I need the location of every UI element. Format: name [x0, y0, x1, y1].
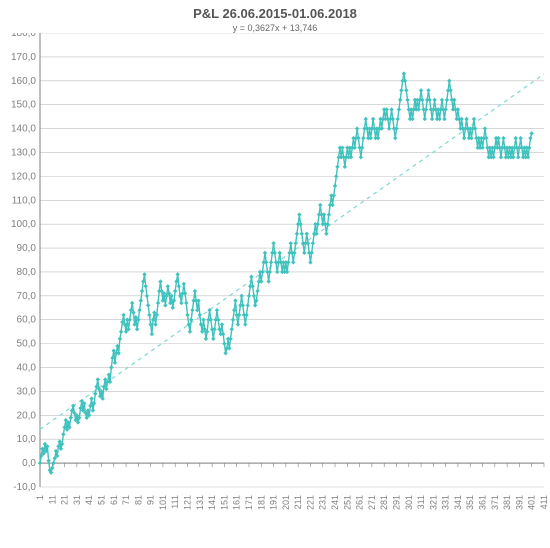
svg-text:191: 191	[269, 495, 279, 510]
svg-text:391: 391	[514, 495, 524, 510]
svg-text:160,0: 160,0	[11, 76, 36, 87]
svg-text:80,0: 80,0	[17, 267, 37, 278]
svg-text:50,0: 50,0	[17, 339, 37, 350]
svg-text:241: 241	[330, 495, 340, 510]
svg-text:221: 221	[305, 495, 315, 510]
svg-text:81: 81	[133, 495, 143, 505]
svg-text:30,0: 30,0	[17, 386, 37, 397]
svg-text:331: 331	[441, 495, 451, 510]
svg-text:371: 371	[490, 495, 500, 510]
svg-text:130,0: 130,0	[11, 147, 36, 158]
svg-text:51: 51	[96, 495, 106, 505]
svg-text:40,0: 40,0	[17, 363, 37, 374]
svg-text:351: 351	[465, 495, 475, 510]
svg-text:151: 151	[219, 495, 229, 510]
svg-text:71: 71	[121, 495, 131, 505]
svg-text:110,0: 110,0	[12, 195, 37, 206]
svg-text:1: 1	[35, 495, 45, 500]
svg-text:171: 171	[244, 495, 254, 510]
svg-text:181: 181	[256, 495, 266, 510]
svg-text:201: 201	[281, 495, 291, 510]
svg-text:60,0: 60,0	[17, 315, 37, 326]
chart-title: P&L 26.06.2015-01.06.2018	[0, 0, 550, 21]
svg-text:301: 301	[404, 495, 414, 510]
svg-text:31: 31	[72, 495, 82, 505]
svg-text:140,0: 140,0	[11, 124, 36, 135]
svg-text:61: 61	[109, 495, 119, 505]
pnl-chart: P&L 26.06.2015-01.06.2018 y = 0,3627x + …	[0, 0, 550, 548]
svg-text:150,0: 150,0	[11, 100, 36, 111]
svg-text:261: 261	[355, 495, 365, 510]
svg-text:11: 11	[47, 495, 57, 504]
svg-text:271: 271	[367, 495, 377, 510]
svg-text:91: 91	[146, 495, 156, 505]
svg-text:10,0: 10,0	[17, 434, 37, 445]
svg-text:20,0: 20,0	[17, 410, 37, 421]
svg-text:180,0: 180,0	[11, 33, 36, 39]
svg-text:170,0: 170,0	[11, 52, 36, 63]
svg-text:211: 211	[293, 495, 303, 509]
svg-text:321: 321	[428, 495, 438, 510]
svg-text:411: 411	[539, 495, 549, 509]
svg-text:101: 101	[158, 495, 168, 510]
svg-text:-10,0: -10,0	[13, 482, 36, 493]
svg-text:381: 381	[502, 495, 512, 510]
svg-text:90,0: 90,0	[17, 243, 37, 254]
svg-text:251: 251	[342, 495, 352, 510]
chart-subtitle: y = 0,3627x + 13,746	[0, 21, 550, 33]
chart-plot-area: -10,0 0,0 10,0 20,0 30,0 40,0 50,0 60,0 70,0 80,0…	[0, 33, 550, 537]
svg-text:291: 291	[391, 495, 401, 510]
svg-text:281: 281	[379, 495, 389, 510]
svg-text:41: 41	[84, 495, 94, 505]
svg-text:231: 231	[318, 495, 328, 510]
svg-text:401: 401	[527, 495, 537, 510]
svg-text:120,0: 120,0	[11, 171, 36, 182]
svg-text:70,0: 70,0	[17, 291, 37, 302]
svg-text:361: 361	[478, 495, 488, 510]
svg-text:311: 311	[416, 495, 426, 509]
svg-text:100,0: 100,0	[11, 219, 36, 230]
svg-text:141: 141	[207, 495, 217, 510]
svg-text:131: 131	[195, 495, 205, 510]
svg-text:121: 121	[183, 495, 193, 510]
svg-text:0,0: 0,0	[22, 458, 36, 469]
svg-text:341: 341	[453, 495, 463, 510]
svg-text:21: 21	[60, 495, 70, 505]
svg-text:161: 161	[232, 495, 242, 510]
svg-text:111: 111	[170, 495, 180, 509]
